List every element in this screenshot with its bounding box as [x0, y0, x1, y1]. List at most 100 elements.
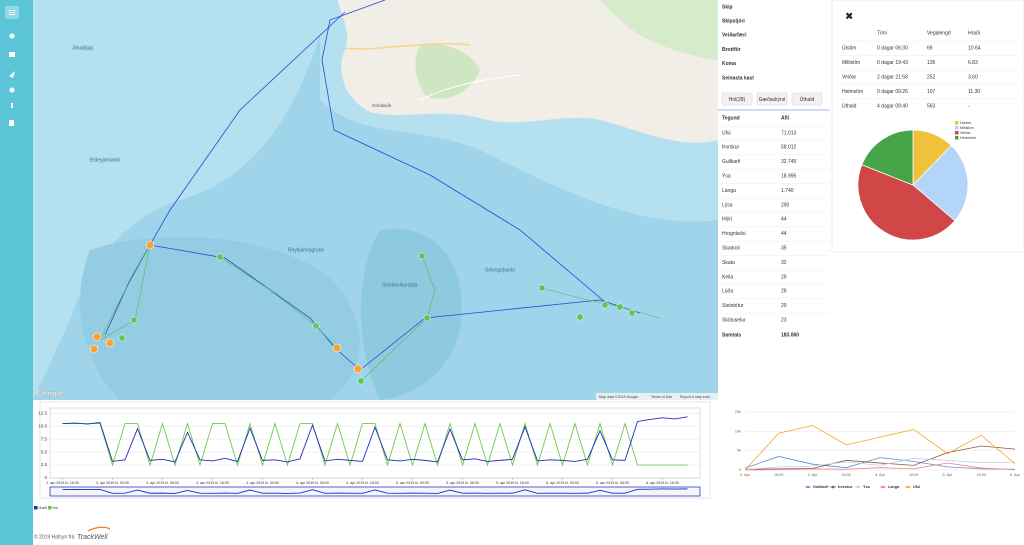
cell: 0 dagar 09:26	[877, 89, 908, 95]
cell: 11.30	[968, 89, 980, 95]
legend-swatch	[955, 126, 959, 130]
copyright: © 2019 Hafsyn frá	[34, 533, 75, 540]
y-tick-label: 12.5	[38, 410, 47, 415]
row-label: Heimstím	[842, 89, 863, 95]
button-label[interactable]: Úthald	[800, 96, 815, 103]
info-field: Skipstjóri	[722, 19, 745, 25]
legend-label[interactable]: Gullkarfi	[813, 485, 828, 489]
series-line	[744, 445, 1016, 470]
icon[interactable]	[9, 52, 15, 57]
x-tick-label: 5. apr 2019 kl. 00:00	[396, 481, 429, 485]
map[interactable]: Jökuldjúp Eldeyjarbanki Reykjanesgrunn G…	[33, 0, 718, 400]
y-tick-label: 0	[739, 468, 741, 472]
series-line	[62, 421, 688, 467]
x-tick-label: 6. apr 2019 kl. 08:00	[596, 481, 629, 485]
series-line	[62, 416, 688, 463]
cell: 10.64	[968, 45, 981, 51]
legend-marker	[831, 485, 835, 489]
x-tick-label: 6. apr 2019 kl. 00:00	[546, 481, 579, 485]
species: Hlýri	[722, 217, 732, 223]
row-label: Útstím	[842, 44, 856, 51]
cell: 135	[927, 60, 936, 66]
map-label: Eldeyjarbanki	[90, 157, 120, 163]
x-tick-label: 3. apr 2019 kl. 08:00	[146, 481, 179, 485]
button-label[interactable]: Gæðaskýrsl	[759, 96, 786, 103]
legend-marker	[806, 485, 810, 489]
series-line	[744, 425, 1016, 471]
y-tick-label: 2.5	[41, 462, 48, 467]
button-label[interactable]: Hol(28)	[729, 97, 746, 103]
close-button[interactable]: ✖	[845, 12, 853, 23]
map-label: Selvogsbanki	[485, 267, 515, 273]
legend-label: Heimstím	[960, 136, 976, 140]
legend-label[interactable]: Langa	[888, 485, 900, 489]
icon[interactable]	[9, 33, 15, 39]
map-attribution: Map data ©2019 Google	[599, 395, 638, 399]
button[interactable]	[756, 92, 788, 106]
legend-marker	[906, 485, 910, 489]
catch: 29	[781, 274, 787, 280]
brand-swoosh	[87, 526, 111, 532]
map-label: Jökuldjúp	[72, 45, 93, 51]
species: Hrognkelsi	[722, 231, 746, 237]
map-terms[interactable]: Terms of Use	[651, 395, 672, 399]
cell: 563	[927, 103, 936, 109]
legend-label: Hraði	[39, 505, 48, 510]
series-line	[744, 462, 1016, 471]
pie-slice	[857, 164, 956, 241]
info-field: Koma	[722, 61, 736, 67]
legend-label: Millistím	[960, 126, 974, 130]
catch: 32	[781, 260, 787, 266]
cell: 107	[927, 89, 936, 95]
map-report[interactable]: Report a map error	[680, 395, 711, 399]
sidebar	[0, 0, 33, 545]
legend-label[interactable]: Ufsi	[913, 485, 920, 489]
cell: 6.83	[968, 60, 978, 66]
cell: 4 dagar 09:40	[877, 103, 908, 109]
x-tick-label: 4. apr 2019 kl. 00:00	[246, 481, 279, 485]
brand: TrackWell	[77, 534, 108, 541]
map-logo: Google	[36, 389, 64, 398]
x-tick-label: 5. apr 2019 kl. 16:00	[496, 481, 529, 485]
button[interactable]	[721, 92, 753, 106]
y-tick-label: 10.0	[38, 423, 47, 428]
x-tick-label: 2. apr 2019 kl. 16:00	[46, 481, 79, 485]
species: Þorskur	[722, 145, 740, 151]
legend-marker	[856, 485, 860, 489]
x-tick-label: 16:00	[909, 473, 919, 477]
species: Ufsi	[722, 130, 731, 136]
total-label: Samtals	[722, 332, 741, 338]
cell: 252	[927, 74, 936, 80]
pie-slice	[912, 144, 969, 222]
icon[interactable]	[9, 87, 15, 93]
species: Steinbítur	[722, 303, 744, 309]
x-tick-label: 16:00	[774, 473, 784, 477]
species: Lýsa	[722, 202, 733, 208]
table-header: Tími	[877, 30, 887, 36]
info-panel: Skip Skipstjóri Veiðarfæri Brottför Koma Sein…	[718, 0, 832, 400]
map-label: Reykjanesgrunn	[288, 247, 324, 253]
cell: -	[968, 103, 970, 109]
catch: 290	[781, 202, 790, 208]
icon[interactable]	[11, 103, 13, 108]
y-tick-label: 0	[44, 475, 47, 480]
icon[interactable]	[9, 71, 15, 78]
button[interactable]	[791, 92, 823, 106]
x-tick-label: 6. Apr	[1010, 473, 1021, 477]
legend-swatch	[955, 131, 959, 135]
y-tick-label: 5k	[737, 449, 741, 453]
y-tick-label: 10k	[735, 429, 741, 433]
x-tick-label: 16:00	[976, 473, 986, 477]
navigator[interactable]	[49, 486, 701, 497]
icon[interactable]	[9, 120, 14, 126]
legend-label[interactable]: Ýsa	[863, 484, 871, 489]
legend-label[interactable]: Þorskur	[838, 485, 853, 489]
table-header: Vegalengd	[927, 30, 951, 36]
x-tick-label: 3. Apr	[808, 473, 819, 477]
x-tick-label: 2. Apr	[740, 473, 751, 477]
info-field: Skip	[722, 4, 733, 10]
legend-swatch	[955, 121, 959, 125]
cell: 3.60	[968, 74, 978, 80]
species: Lúða	[722, 288, 733, 295]
total-value: 183.060	[781, 332, 799, 338]
